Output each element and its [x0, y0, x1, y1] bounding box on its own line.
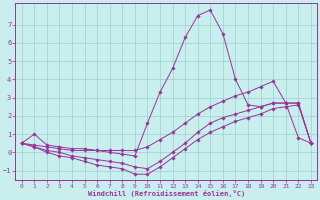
- X-axis label: Windchill (Refroidissement éolien,°C): Windchill (Refroidissement éolien,°C): [88, 190, 245, 197]
